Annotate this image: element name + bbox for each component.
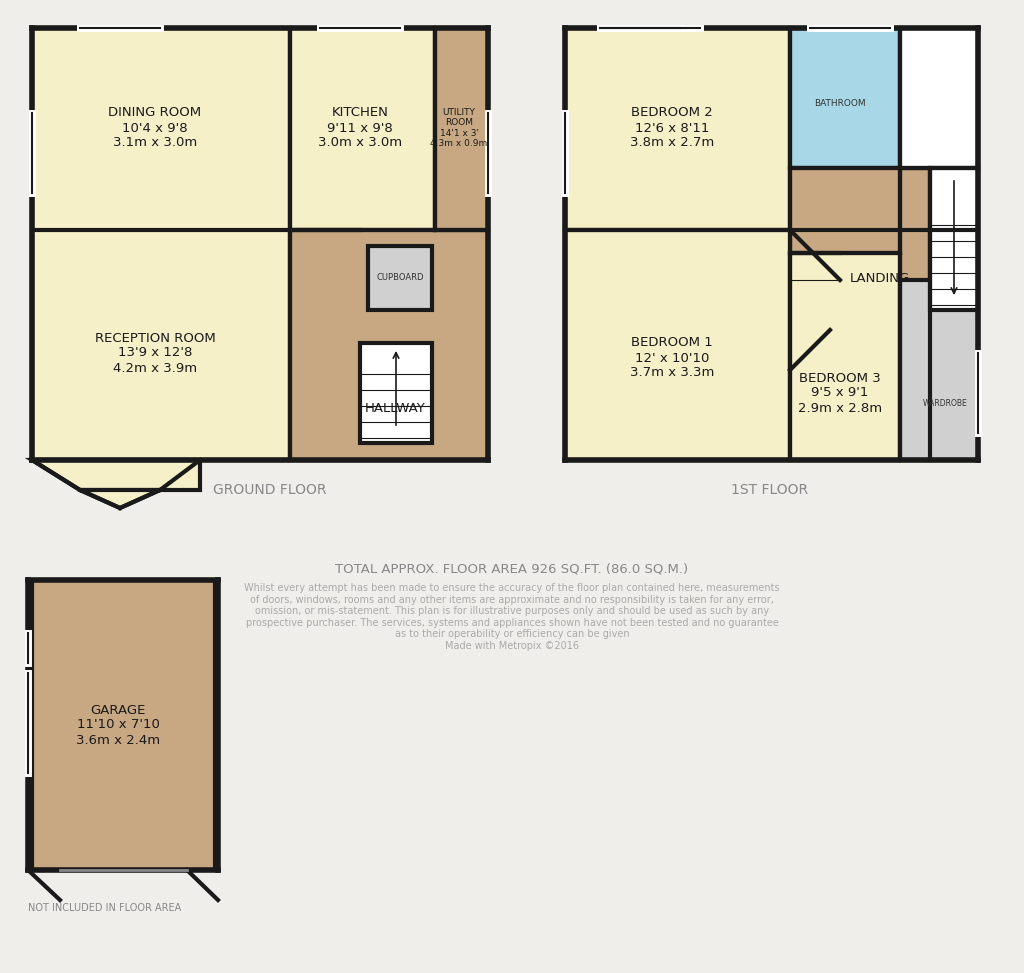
Polygon shape bbox=[32, 28, 290, 460]
Text: DINING ROOM
10'4 x 9'8
3.1m x 3.0m: DINING ROOM 10'4 x 9'8 3.1m x 3.0m bbox=[109, 106, 202, 150]
Text: LANDING: LANDING bbox=[850, 271, 910, 284]
Text: RECEPTION ROOM
13'9 x 12'8
4.2m x 3.9m: RECEPTION ROOM 13'9 x 12'8 4.2m x 3.9m bbox=[94, 332, 215, 375]
Bar bbox=[790, 253, 900, 460]
Bar bbox=[435, 28, 488, 230]
Text: 1ST FLOOR: 1ST FLOOR bbox=[731, 483, 809, 497]
Text: NOT INCLUDED IN FLOOR AREA: NOT INCLUDED IN FLOOR AREA bbox=[28, 903, 181, 913]
Text: TOTAL APPROX. FLOOR AREA 926 SQ.FT. (86.0 SQ.M.): TOTAL APPROX. FLOOR AREA 926 SQ.FT. (86.… bbox=[336, 563, 688, 576]
Text: BEDROOM 2
12'6 x 8'11
3.8m x 2.7m: BEDROOM 2 12'6 x 8'11 3.8m x 2.7m bbox=[630, 106, 714, 150]
Bar bbox=[565, 230, 790, 460]
Bar bbox=[900, 28, 978, 168]
Text: BEDROOM 1
12' x 10'10
3.7m x 3.3m: BEDROOM 1 12' x 10'10 3.7m x 3.3m bbox=[630, 337, 714, 379]
Text: HALLWAY: HALLWAY bbox=[365, 402, 425, 414]
Text: KITCHEN
9'11 x 9'8
3.0m x 3.0m: KITCHEN 9'11 x 9'8 3.0m x 3.0m bbox=[317, 106, 402, 150]
Bar bbox=[900, 280, 978, 460]
Bar bbox=[368, 246, 432, 310]
Text: WARDROBE: WARDROBE bbox=[923, 399, 968, 408]
Bar bbox=[360, 343, 432, 443]
Text: GARAGE
11'10 x 7'10
3.6m x 2.4m: GARAGE 11'10 x 7'10 3.6m x 2.4m bbox=[76, 703, 160, 746]
Bar bbox=[790, 28, 900, 168]
Bar bbox=[930, 168, 978, 310]
Bar bbox=[32, 580, 215, 870]
Text: GROUND FLOOR: GROUND FLOOR bbox=[213, 483, 327, 497]
Text: CUPBOARD: CUPBOARD bbox=[376, 273, 424, 282]
Text: BEDROOM 3
9'5 x 9'1
2.9m x 2.8m: BEDROOM 3 9'5 x 9'1 2.9m x 2.8m bbox=[798, 372, 882, 414]
Polygon shape bbox=[32, 460, 200, 490]
Bar bbox=[290, 28, 435, 230]
Text: BATHROOM: BATHROOM bbox=[814, 98, 866, 107]
Text: UTILITY
ROOM
14'1 x 3'
4.3m x 0.9m: UTILITY ROOM 14'1 x 3' 4.3m x 0.9m bbox=[430, 108, 487, 148]
Bar bbox=[790, 168, 930, 370]
Bar bbox=[290, 230, 488, 460]
Text: Whilst every attempt has been made to ensure the accuracy of the floor plan cont: Whilst every attempt has been made to en… bbox=[244, 583, 780, 651]
Bar bbox=[565, 28, 790, 230]
Polygon shape bbox=[80, 490, 160, 508]
